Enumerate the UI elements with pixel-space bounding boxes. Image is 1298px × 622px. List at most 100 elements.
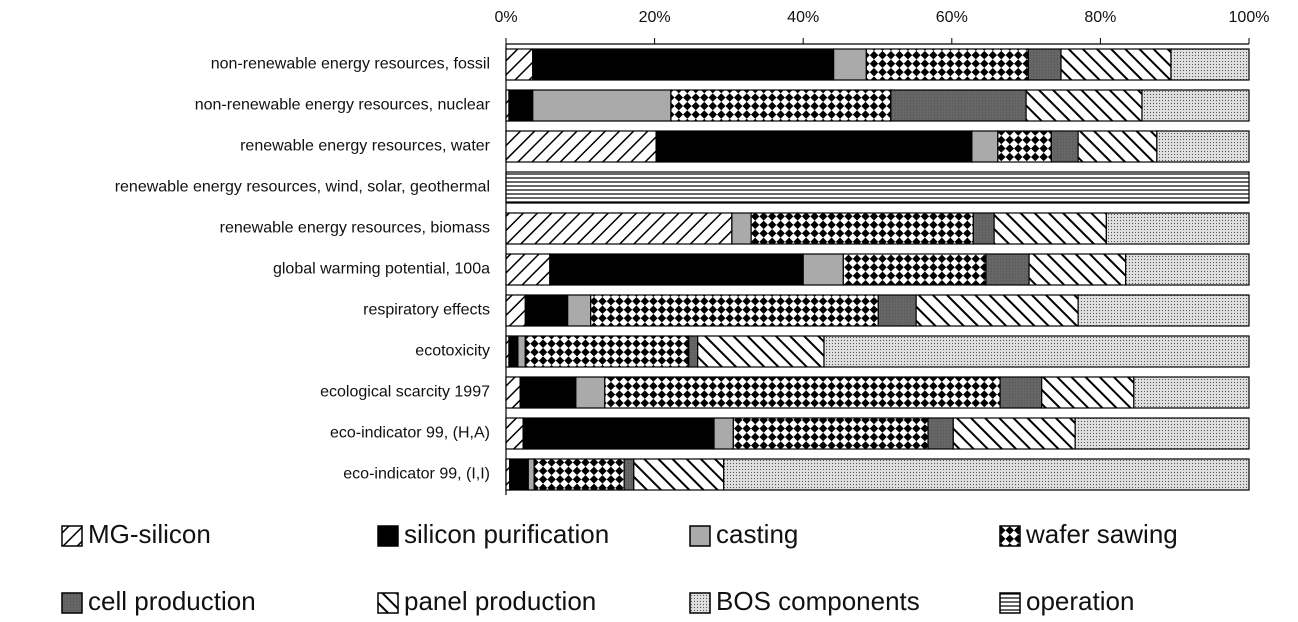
bar-segment [505,212,733,245]
x-tick-label: 20% [639,9,671,26]
bar-segment [927,417,954,450]
legend-label: panel production [404,586,596,616]
bar-segment [505,294,526,327]
y-tick-label: eco-indicator 99, (H,A) [330,425,490,442]
bar-segment [1133,376,1250,409]
bar-segment [1170,48,1250,81]
bar-segment [575,376,606,409]
y-tick-label: respiratory effects [363,302,490,319]
bar-segment [532,48,835,81]
bar-segment [1060,48,1172,81]
bar-segment [1077,130,1158,163]
bar-segment [623,458,635,491]
bar-segment [972,212,995,245]
y-tick-label: non-renewable energy resources, fossil [211,56,490,73]
bar-segment [971,130,999,163]
bar-segment [1027,48,1062,81]
bar-segment [505,253,551,286]
bar-segment [732,417,929,450]
y-tick-label: renewable energy resources, biomass [220,220,490,237]
bar-segment [670,89,892,122]
bar-segment [509,458,529,491]
legend-swatch [689,592,711,614]
bar-segment [655,130,973,163]
bar-segment [952,417,1076,450]
bar-segment [505,48,534,81]
legend-label: cell production [88,586,256,616]
bar-segment [519,376,577,409]
bar-segment [508,335,519,368]
bar-segment [993,212,1107,245]
bar-segment [890,89,1027,122]
bar-segment [522,417,715,450]
x-tick-label: 100% [1229,9,1270,26]
bar-segment [823,335,1250,368]
bar-segment [865,48,1029,81]
y-tick-label: ecological scarcity 1997 [320,384,490,401]
bar-segment [877,294,917,327]
y-tick-label: ecotoxicity [415,343,490,360]
bar-segment [1125,253,1250,286]
bar-segment [1105,212,1250,245]
y-tick-label: eco-indicator 99, (I,I) [343,466,490,483]
y-tick-label: renewable energy resources, water [240,138,491,155]
legend-swatch [377,592,399,614]
legend-swatch [999,525,1021,547]
bar-segment [1074,417,1250,450]
bar-segment [508,89,534,122]
bar-segment [549,253,804,286]
bar-segment [833,48,867,81]
bar-segment [533,458,625,491]
bar-segment [505,171,1250,204]
legend-label: wafer sawing [1025,519,1178,549]
bar-segment [1156,130,1250,163]
bar-segment [750,212,974,245]
x-tick-label: 0% [494,9,517,26]
legend-swatch [689,525,711,547]
legend-label: BOS components [716,586,920,616]
x-tick-label: 80% [1084,9,1116,26]
plot-area: 0% 20% 40% 60% 80% 100% non-renewable energy r… [115,9,1270,495]
legend-swatch [61,525,83,547]
legend-label: casting [716,519,798,549]
x-tick-label: 40% [787,9,819,26]
legend-swatch [999,592,1021,614]
y-tick-label: global warming potential, 100a [273,261,490,278]
legend-label: operation [1026,586,1134,616]
legend: MG-silicon silicon purification casting waf… [61,519,1178,616]
bar-segment [1025,89,1143,122]
bar-segment [517,335,526,368]
bar-segment [999,376,1043,409]
bar-segment [590,294,879,327]
bar-segment [985,253,1030,286]
bar-segment [524,294,569,327]
bar-segment [997,130,1052,163]
bar-segment [524,335,690,368]
bar-segment [1141,89,1250,122]
x-tick-label: 60% [936,9,968,26]
bar-segment [731,212,752,245]
bar-segment [723,458,1250,491]
bar-segment [713,417,734,450]
bar-segment [505,130,657,163]
bar-segment [1028,253,1127,286]
bar-segment [1050,130,1079,163]
bar-segment [842,253,987,286]
bar-segment [505,417,524,450]
bar-segment [688,335,699,368]
legend-swatch [61,592,83,614]
bar-segment [915,294,1079,327]
bar-segment [532,89,672,122]
legend-swatch [377,525,399,547]
y-tick-label: renewable energy resources, wind, solar,… [115,179,490,196]
bar-segment [604,376,1001,409]
bar-segment [505,376,521,409]
bar-segment [527,458,535,491]
bar-segment [697,335,825,368]
legend-label: silicon purification [404,519,609,549]
bar-segment [633,458,725,491]
bar-segment [1041,376,1135,409]
y-tick-label: non-renewable energy resources, nuclear [195,97,491,114]
bar-segment [567,294,592,327]
